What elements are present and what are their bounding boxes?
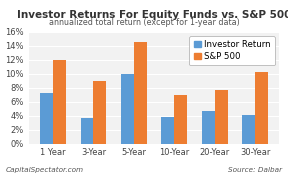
Bar (242, 115, 255, 144)
Text: annualized total return (except for 1-year data): annualized total return (except for 1-ye… (49, 18, 239, 27)
Title: Investor Returns For Equity Funds vs. S&P 500: Investor Returns For Equity Funds vs. S&… (17, 10, 288, 20)
Bar (174, 94, 187, 144)
Bar (94, 81, 107, 144)
Bar (134, 42, 147, 144)
Bar (255, 72, 268, 144)
Bar (121, 74, 134, 144)
Bar (40, 93, 53, 144)
Bar (161, 117, 174, 144)
Bar (202, 111, 215, 144)
Bar (81, 118, 94, 144)
Text: CapitalSpectator.com: CapitalSpectator.com (6, 167, 84, 173)
Text: Source: Dalbar: Source: Dalbar (228, 167, 282, 173)
Bar (215, 90, 228, 144)
Bar (53, 60, 66, 144)
Legend: Investor Return, S&P 500: Investor Return, S&P 500 (190, 36, 275, 65)
